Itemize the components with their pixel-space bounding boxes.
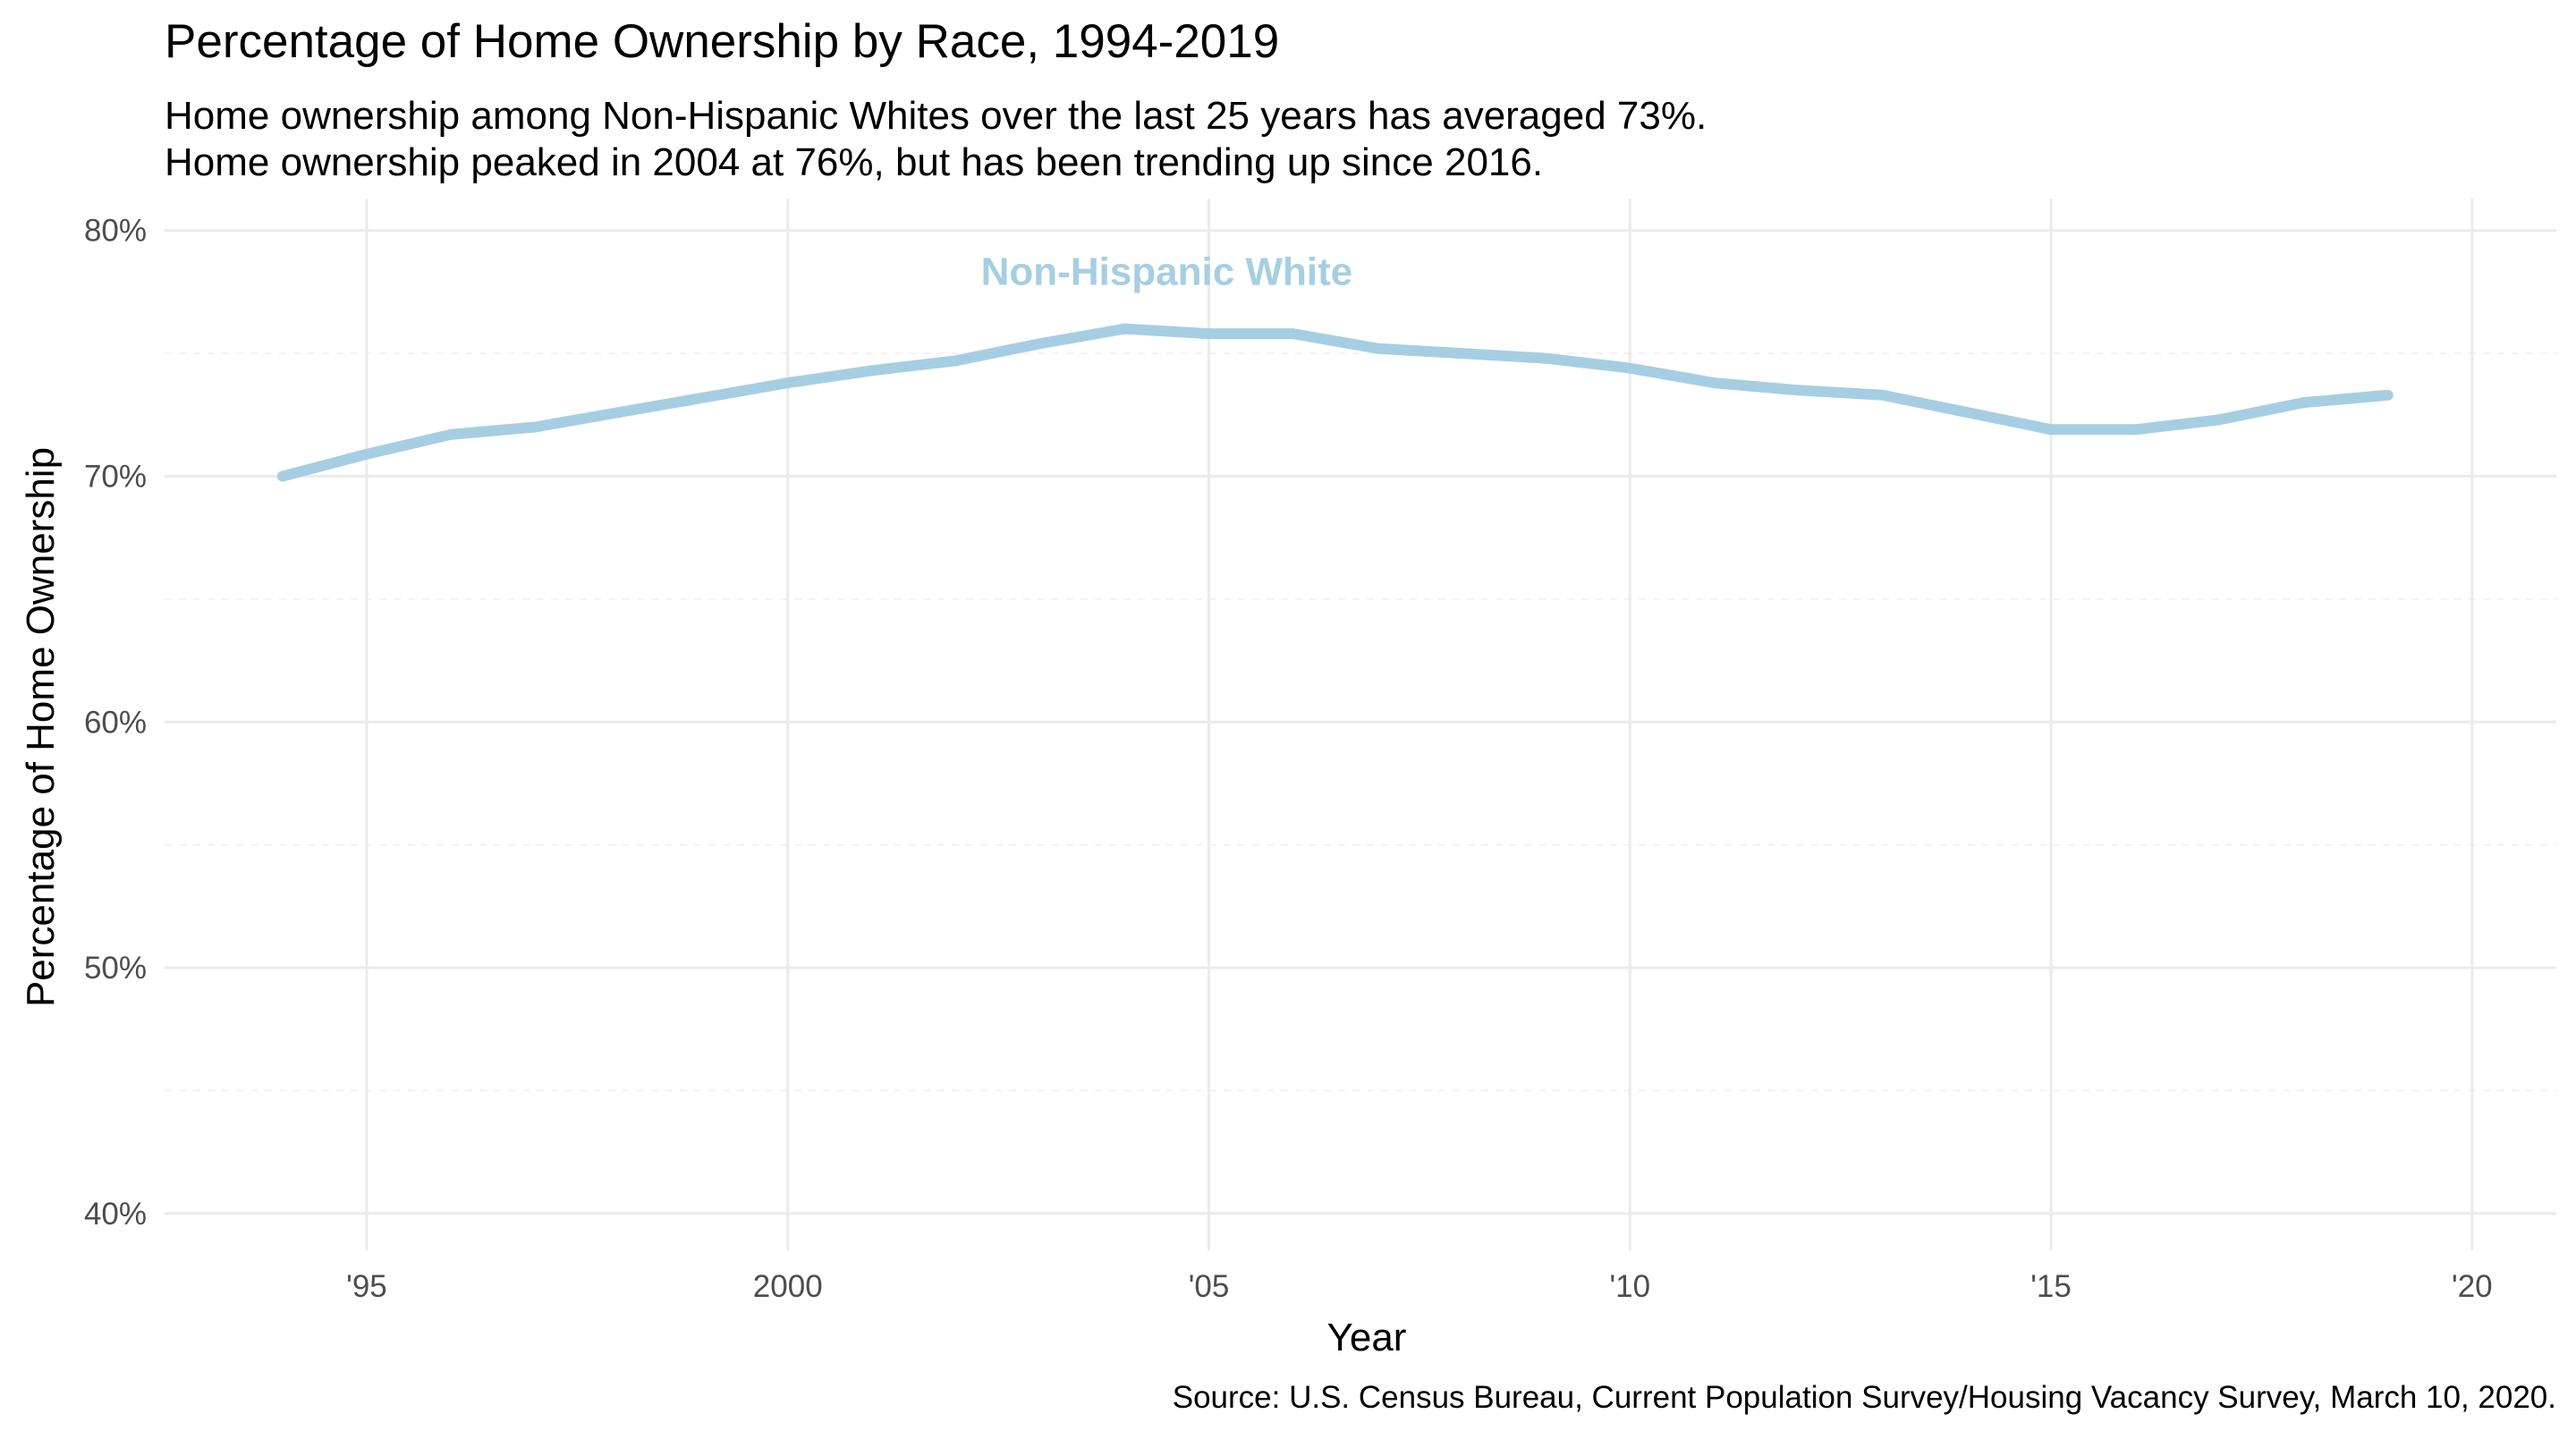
data-point-0-21 xyxy=(2046,424,2057,436)
y-tick-label-0: 40% xyxy=(84,1197,147,1232)
data-point-0-7 xyxy=(866,365,877,377)
data-point-0-25 xyxy=(2382,389,2394,401)
data-point-0-15 xyxy=(1540,352,1552,364)
x-axis-ticks: '95 2000 '05 '10 '15 '20 xyxy=(346,1269,2492,1304)
data-point-0-2 xyxy=(445,428,457,440)
data-point-0-22 xyxy=(2130,424,2141,436)
data-point-0-20 xyxy=(1961,407,1972,419)
series-label-0: Non-Hispanic White xyxy=(981,250,1353,293)
data-point-0-19 xyxy=(1877,389,1888,401)
chart-subtitle-line-1: Home ownership among Non-Hispanic Whites… xyxy=(165,94,1707,138)
y-tick-label-3: 70% xyxy=(84,459,147,494)
data-point-0-24 xyxy=(2298,397,2309,409)
data-point-0-14 xyxy=(1455,348,1467,360)
x-tick-label-5: '20 xyxy=(2452,1269,2493,1304)
x-tick-label-4: '15 xyxy=(2030,1269,2072,1304)
data-point-0-18 xyxy=(1792,385,1804,396)
data-point-0-3 xyxy=(530,421,541,433)
data-point-0-12 xyxy=(1287,328,1299,340)
data-point-0-5 xyxy=(698,392,709,403)
grid xyxy=(165,199,2556,1250)
x-tick-label-3: '10 xyxy=(1609,1269,1650,1304)
data-point-0-17 xyxy=(1708,377,1720,389)
x-tick-label-2: '05 xyxy=(1189,1269,1230,1304)
data-point-0-13 xyxy=(1371,343,1383,354)
x-axis-title: Year xyxy=(1327,1316,1407,1359)
y-tick-label-2: 60% xyxy=(84,705,147,740)
data-point-0-1 xyxy=(360,448,372,460)
data-point-0-10 xyxy=(1119,323,1131,334)
y-tick-label-1: 50% xyxy=(84,951,147,986)
data-point-0-8 xyxy=(951,355,962,367)
data-point-0-0 xyxy=(276,470,288,482)
series: Non-Hispanic White xyxy=(276,250,2394,482)
data-point-0-16 xyxy=(1624,362,1636,374)
data-point-0-23 xyxy=(2214,414,2225,426)
x-tick-label-0: '95 xyxy=(346,1269,387,1304)
chart-subtitle-line-2: Home ownership peaked in 2004 at 76%, bu… xyxy=(165,140,1543,184)
y-axis-title: Percentage of Home Ownership xyxy=(19,447,63,1007)
data-point-0-11 xyxy=(1203,328,1215,340)
data-point-0-9 xyxy=(1035,338,1046,350)
y-axis-ticks: 40% 50% 60% 70% 80% xyxy=(84,214,147,1232)
series-line-0 xyxy=(281,323,2389,482)
x-tick-label-1: 2000 xyxy=(753,1269,823,1304)
source-caption: Source: U.S. Census Bureau, Current Popu… xyxy=(1173,1380,2556,1415)
data-point-0-6 xyxy=(782,377,793,389)
data-point-0-4 xyxy=(614,407,625,419)
y-tick-label-4: 80% xyxy=(84,214,147,249)
chart-title: Percentage of Home Ownership by Race, 19… xyxy=(165,15,1279,68)
